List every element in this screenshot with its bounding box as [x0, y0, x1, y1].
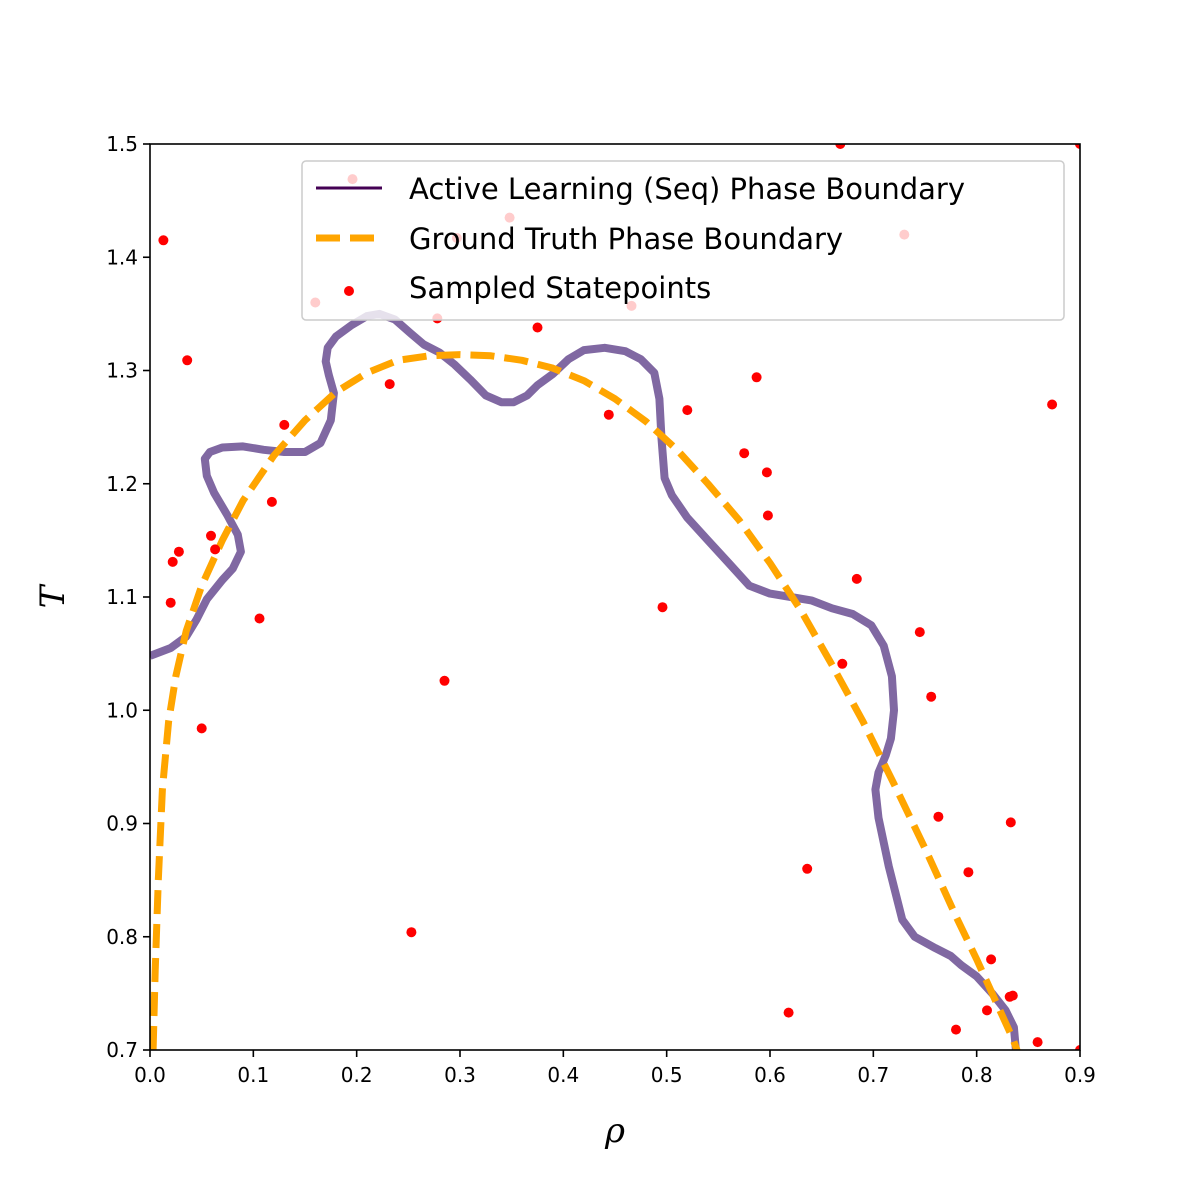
statepoint-42 — [1005, 817, 1016, 828]
statepoint-40 — [986, 954, 997, 965]
statepoint-9 — [266, 496, 277, 507]
statepoint-26 — [761, 467, 772, 478]
statepoint-3 — [167, 556, 178, 567]
statepoint-47 — [1075, 144, 1080, 149]
legend-label-ground-truth: Ground Truth Phase Boundary — [409, 222, 843, 256]
x-tick-label-2: 0.2 — [341, 1063, 373, 1087]
statepoint-30 — [835, 144, 846, 149]
statepoint-19 — [532, 322, 543, 333]
statepoint-29 — [802, 863, 813, 874]
y-tick-label-6: 1.3 — [106, 359, 138, 383]
x-axis-label: ρ — [604, 1111, 625, 1151]
statepoint-28 — [783, 1007, 794, 1018]
y-tick-label-3: 1.0 — [106, 698, 138, 722]
x-tick-label-6: 0.6 — [754, 1063, 786, 1087]
x-tick-label-7: 0.7 — [857, 1063, 889, 1087]
legend-label-statepoints: Sampled Statepoints — [409, 271, 711, 305]
statepoint-46 — [1075, 1045, 1080, 1050]
statepoint-35 — [926, 691, 937, 702]
statepoint-39 — [982, 1005, 992, 1016]
x-tick-label-1: 0.1 — [237, 1063, 269, 1087]
series-line-ground-truth — [150, 351, 1021, 1050]
statepoint-2 — [165, 597, 176, 608]
statepoint-31 — [837, 658, 848, 669]
x-tick-label-0: 0.0 — [134, 1063, 166, 1087]
y-tick-label-4: 1.1 — [106, 585, 138, 609]
statepoint-10 — [279, 419, 290, 430]
series-line-active-learning — [150, 309, 1020, 1050]
statepoint-32 — [851, 573, 862, 584]
y-tick-label-5: 1.2 — [106, 472, 138, 496]
y-tick-label-8: 1.5 — [106, 132, 138, 156]
statepoint-7 — [196, 723, 207, 734]
x-tick-label-5: 0.5 — [651, 1063, 683, 1087]
statepoint-13 — [384, 379, 395, 390]
statepoint-5 — [206, 530, 216, 541]
axes: 0.0 0.1 0.2 0.3 0.4 0.5 0.6 0.7 0.8 0.9 0.7 0.8 0.9 1… — [33, 132, 1096, 1151]
y-tick-label-7: 1.4 — [106, 245, 138, 269]
statepoint-0 — [158, 235, 169, 246]
statepoint-6 — [210, 544, 221, 555]
statepoint-45 — [1047, 399, 1058, 410]
statepoint-23 — [682, 405, 693, 416]
statepoint-38 — [963, 867, 974, 878]
statepoint-36 — [933, 811, 944, 822]
legend-swatch-statepoints — [344, 286, 354, 296]
statepoint-34 — [914, 627, 925, 638]
x-tick-label-4: 0.4 — [547, 1063, 579, 1087]
statepoint-16 — [439, 675, 450, 686]
statepoint-20 — [603, 409, 614, 420]
statepoint-27 — [762, 510, 773, 521]
statepoint-4 — [173, 546, 184, 557]
y-tick-label-0: 0.7 — [106, 1038, 138, 1062]
statepoint-1 — [182, 355, 193, 366]
plot-area — [150, 144, 1080, 1050]
statepoint-24 — [739, 448, 750, 459]
statepoint-44 — [1032, 1037, 1043, 1048]
y-axis-label: T — [33, 583, 73, 608]
statepoint-14 — [406, 927, 417, 938]
legend: Active Learning (Seq) Phase Boundary Gro… — [301, 160, 1065, 321]
statepoint-8 — [254, 613, 265, 624]
statepoint-43 — [1007, 990, 1018, 1001]
y-tick-label-1: 0.8 — [106, 925, 138, 949]
x-tick-label-8: 0.8 — [961, 1063, 993, 1087]
x-tick-label-3: 0.3 — [444, 1063, 476, 1087]
y-tick-label-2: 0.9 — [106, 812, 138, 836]
legend-label-active-learning: Active Learning (Seq) Phase Boundary — [409, 172, 965, 206]
x-tick-label-9: 0.9 — [1064, 1063, 1096, 1087]
legend-box — [301, 160, 1065, 321]
statepoint-25 — [751, 372, 762, 383]
statepoint-22 — [657, 602, 668, 613]
statepoint-37 — [951, 1024, 961, 1035]
